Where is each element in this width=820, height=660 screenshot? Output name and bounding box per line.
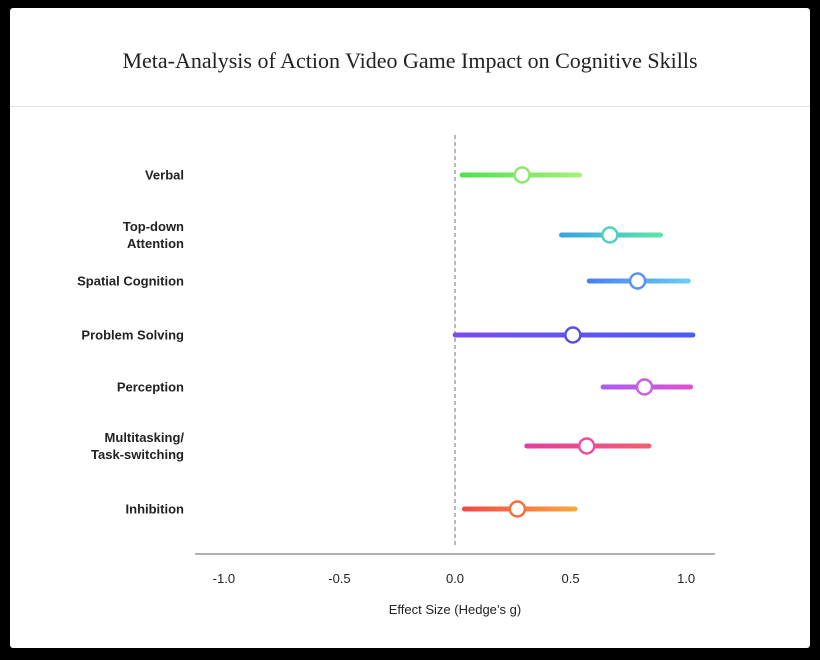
chart-card: Meta-Analysis of Action Video Game Impac…	[10, 8, 810, 648]
estimate-marker	[635, 378, 654, 396]
plot: -1.0 -0.5 0.0 0.5 1.0 Effect Size (Hedge’s g)	[195, 135, 715, 617]
category-label: Top-down Attention	[122, 219, 184, 251]
x-tick-label: -1.0	[213, 571, 235, 586]
estimate-marker	[601, 226, 619, 244]
x-tick-label: 0.0	[446, 571, 464, 586]
divider	[10, 106, 810, 107]
category-label: Perception	[116, 379, 184, 395]
category-label: Problem Solving	[81, 327, 184, 343]
estimate-marker	[628, 272, 647, 290]
estimate-marker	[513, 166, 531, 184]
x-tick-label: -0.5	[328, 571, 350, 586]
estimate-marker	[564, 326, 582, 344]
category-label: Spatial Cognition	[77, 273, 184, 289]
category-label: Multitasking/ Task-switching	[91, 430, 184, 462]
category-label: Verbal	[144, 167, 184, 183]
category-label: Inhibition	[125, 501, 184, 517]
x-tick-label: 1.0	[677, 571, 695, 586]
x-axis-label: Effect Size (Hedge’s g)	[389, 602, 521, 617]
estimate-marker	[577, 437, 596, 455]
estimate-marker	[508, 500, 527, 518]
x-tick-label: 0.5	[562, 571, 580, 586]
chart-title: Meta-Analysis of Action Video Game Impac…	[122, 48, 698, 73]
